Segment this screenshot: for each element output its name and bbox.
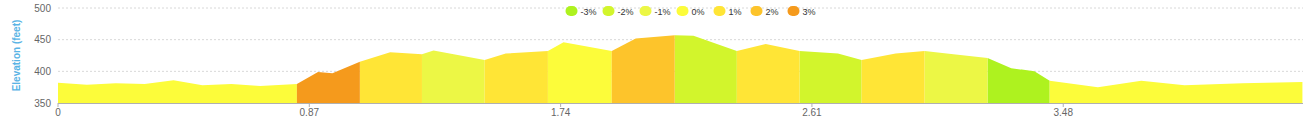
legend-label: 1%: [729, 7, 742, 17]
legend: -3% -2% -1% 0% 1% 2% 3%: [566, 6, 816, 17]
elevation-area: [612, 35, 675, 103]
y-tick-label: 350: [34, 98, 51, 109]
legend-swatch: [603, 6, 615, 16]
legend-label: 3%: [803, 7, 816, 17]
legend-swatch: [677, 6, 689, 16]
legend-label: -2%: [618, 7, 634, 17]
y-tick-label: 500: [34, 3, 51, 14]
legend-swatch: [788, 6, 800, 16]
legend-label: 0%: [692, 7, 705, 17]
y-tick-label: 450: [34, 34, 51, 45]
elevation-area: [58, 42, 1302, 103]
x-tick-label: 0: [55, 107, 61, 118]
x-tick-label: 0.87: [300, 107, 320, 118]
x-axis-line: [58, 103, 1303, 104]
legend-swatch: [751, 6, 763, 16]
elevation-area: [988, 58, 1050, 103]
legend-label: 2%: [766, 7, 779, 17]
chart: 350 400 450 500 0 0.87 1.74 2.61 3.48 Elevation (…: [0, 0, 1305, 124]
x-tick-label: 3.48: [1054, 107, 1074, 118]
y-tick-label: 400: [34, 66, 51, 77]
legend-swatch: [714, 6, 726, 16]
legend-swatch: [640, 6, 652, 16]
elevation-area: [297, 62, 360, 103]
legend-label: -3%: [581, 7, 597, 17]
x-tick-label: 2.61: [802, 107, 822, 118]
plot-area: [58, 35, 1302, 103]
y-axis-label: Elevation (feet): [11, 20, 22, 92]
legend-swatch: [566, 6, 578, 16]
x-tick-label: 1.74: [551, 107, 571, 118]
legend-label: -1%: [655, 7, 671, 17]
